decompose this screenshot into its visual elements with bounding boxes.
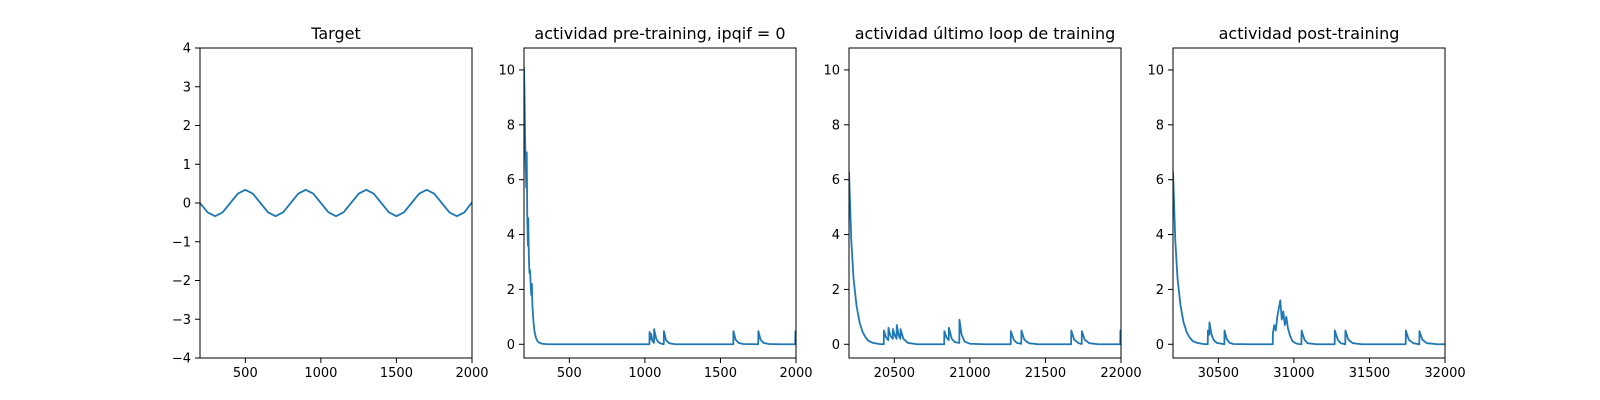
series-line-3-1 xyxy=(849,171,1121,346)
axes-frame xyxy=(523,47,797,359)
chart-title: actividad último loop de training xyxy=(855,24,1116,43)
chart-title: actividad pre-training, ipqif = 0 xyxy=(534,24,785,43)
y-tick-label: 4 xyxy=(183,42,191,57)
y-tick-label: −4 xyxy=(172,352,191,367)
series-line-2-1 xyxy=(524,67,796,346)
x-tick-label: 1000 xyxy=(628,366,661,381)
y-tick-label: 6 xyxy=(832,173,840,188)
y-tick-label: 10 xyxy=(498,63,515,78)
y-tick-label: 3 xyxy=(183,80,191,95)
x-tick-label: 21000 xyxy=(949,366,990,381)
y-tick-label: 1 xyxy=(183,158,191,173)
x-tick-label: 1500 xyxy=(704,366,737,381)
y-tick-label: 10 xyxy=(1147,63,1164,78)
y-tick-label: 2 xyxy=(832,283,840,298)
chart-panel-1: 500 1000 1500 2000 −4 −3 −2 −1 0 1 2 3 4 Target xyxy=(172,24,489,381)
y-tick-label: 0 xyxy=(183,197,191,212)
y-tick-label: −3 xyxy=(172,313,191,328)
series-line-4-1 xyxy=(1173,171,1445,346)
axes-frame xyxy=(848,47,1122,359)
y-tick-label: 6 xyxy=(1156,173,1164,188)
y-tick-label: 2 xyxy=(183,119,191,134)
x-tick-label: 21500 xyxy=(1025,366,1066,381)
y-tick-label: 0 xyxy=(507,338,515,353)
x-tick-label: 500 xyxy=(233,366,258,381)
chart-panel-3: 20500 21000 21500 22000 0 2 4 6 8 10 actividad últ… xyxy=(823,24,1141,381)
y-tick-label: 6 xyxy=(507,173,515,188)
x-tick-label: 1500 xyxy=(380,366,413,381)
x-tick-label: 1000 xyxy=(304,366,337,381)
x-tick-label: 22000 xyxy=(1100,366,1141,381)
y-tick-label: 2 xyxy=(507,283,515,298)
x-tick-label: 2000 xyxy=(455,366,488,381)
y-tick-label: 4 xyxy=(832,228,840,243)
y-tick-label: 0 xyxy=(1156,338,1164,353)
x-tick-label: 31500 xyxy=(1349,366,1390,381)
x-tick-label: 2000 xyxy=(779,366,812,381)
y-tick-label: 8 xyxy=(832,118,840,133)
x-tick-label: 31000 xyxy=(1273,366,1314,381)
chart-panel-2: 500 1000 1500 2000 0 2 4 6 8 10 actividad pre-trai… xyxy=(498,24,812,381)
series-line-1-1 xyxy=(200,188,472,218)
y-tick-label: 4 xyxy=(1156,228,1164,243)
chart-title: Target xyxy=(310,24,361,43)
x-tick-label: 30500 xyxy=(1198,366,1239,381)
x-tick-label: 20500 xyxy=(874,366,915,381)
chart-panel-4: 30500 31000 31500 32000 0 2 4 6 8 10 actividad pos… xyxy=(1147,24,1465,381)
axes-frame xyxy=(1172,47,1446,359)
y-tick-label: 8 xyxy=(1156,118,1164,133)
y-tick-label: 4 xyxy=(507,228,515,243)
y-tick-label: 10 xyxy=(823,63,840,78)
x-tick-label: 500 xyxy=(557,366,582,381)
chart-title: actividad post-training xyxy=(1219,24,1400,43)
y-tick-label: 0 xyxy=(832,338,840,353)
x-tick-label: 32000 xyxy=(1424,366,1465,381)
y-tick-label: 2 xyxy=(1156,283,1164,298)
y-tick-label: −2 xyxy=(172,274,191,289)
y-tick-label: −1 xyxy=(172,235,191,250)
y-tick-label: 8 xyxy=(507,118,515,133)
